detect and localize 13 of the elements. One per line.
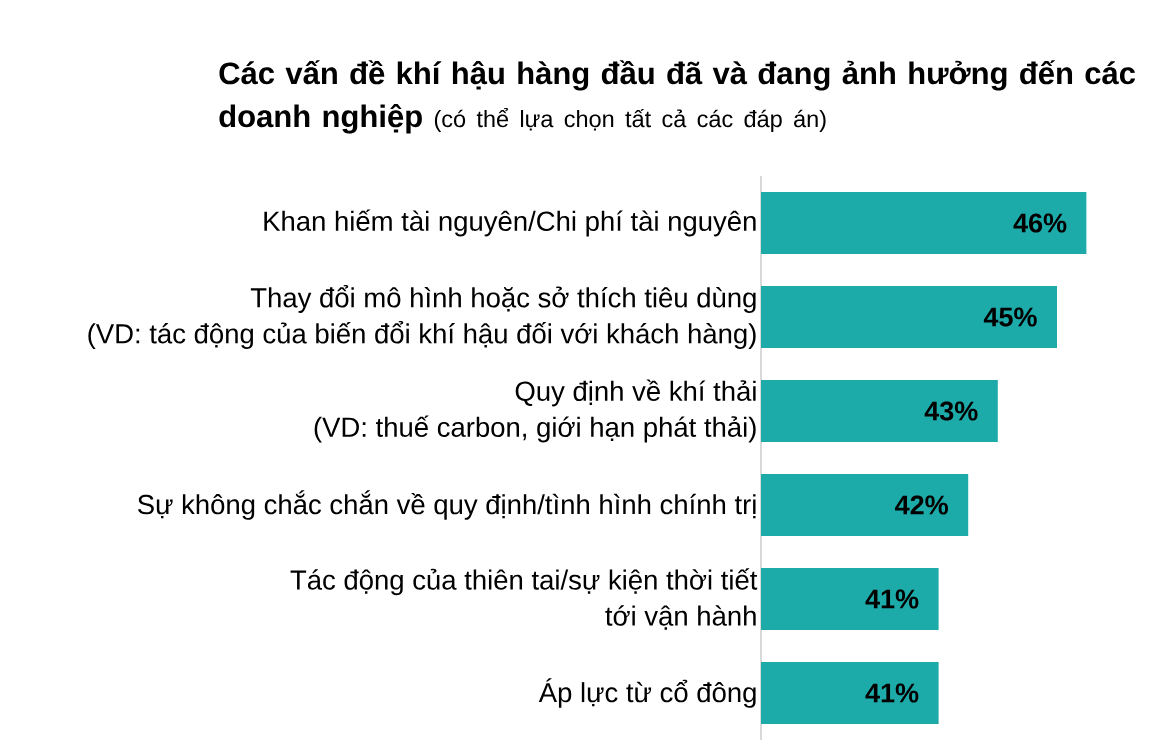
- y-tick-label: Quy định về khí thải (VD: thuế carbon, giới hạn phát thải): [314, 379, 756, 443]
- data-label: 46%: [1013, 213, 1067, 233]
- data-label: 41%: [865, 589, 919, 609]
- y-tick-label: Áp lực từ cổ đông: [538, 678, 756, 708]
- y-tick-label: Khan hiếm tài nguyên/Chi phí tài nguyên: [264, 209, 756, 237]
- data-label: 41%: [865, 683, 919, 703]
- data-label: 42%: [895, 495, 948, 515]
- y-tick-label: Sự không chắc chắn về quy định/tình hình chính trị: [137, 490, 756, 520]
- data-label: 45%: [983, 307, 1037, 327]
- y-tick-label: Thay đổi mô hình hoặc sở thích tiêu dùng (VD: tác động của biến đổi khí hậu đối với khách hàng): [88, 285, 756, 349]
- data-label: 43%: [924, 401, 978, 421]
- chart-subtitle: (có thể lựa chọn tất cả các đáp án): [434, 108, 826, 132]
- y-tick-label: Tác động của thiên tai/sự kiện thời tiết tới vận hành: [290, 568, 758, 630]
